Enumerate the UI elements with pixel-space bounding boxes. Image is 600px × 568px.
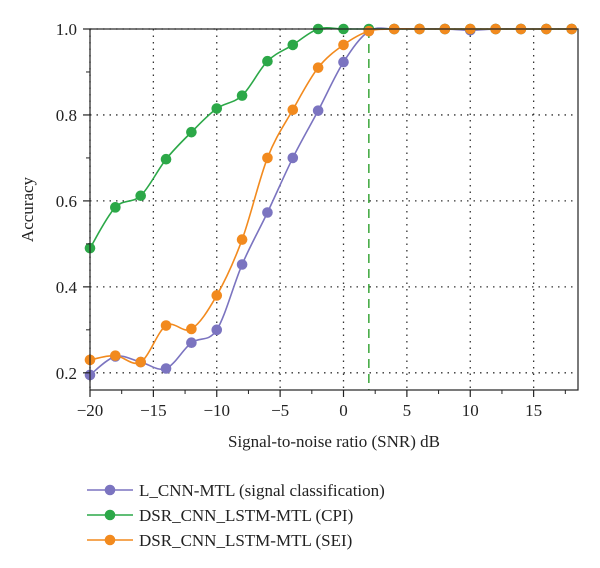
y-tick-label: 1.0 bbox=[56, 20, 77, 39]
data-point bbox=[312, 105, 324, 116]
series-line bbox=[89, 27, 572, 249]
legend-item: DSR_CNN_LSTM-MTL (CPI) bbox=[87, 506, 353, 525]
data-point bbox=[312, 62, 324, 73]
y-tick-label: 0.2 bbox=[56, 364, 77, 383]
data-point bbox=[262, 207, 273, 218]
data-point bbox=[186, 126, 197, 138]
y-axis-title: Accuracy bbox=[18, 176, 37, 242]
data-point bbox=[338, 56, 349, 68]
data-point bbox=[262, 152, 273, 164]
legend-item: L_CNN-MTL (signal classification) bbox=[87, 481, 385, 500]
data-point bbox=[287, 39, 299, 51]
data-point bbox=[110, 350, 121, 361]
data-point bbox=[135, 356, 147, 368]
data-point bbox=[160, 320, 172, 331]
data-point bbox=[186, 337, 197, 349]
legend-marker bbox=[104, 484, 116, 496]
plot-frame bbox=[89, 28, 579, 391]
y-tick-label: 0.8 bbox=[56, 106, 77, 125]
legend-label: DSR_CNN_LSTM-MTL (CPI) bbox=[139, 506, 353, 525]
data-point bbox=[211, 103, 223, 114]
data-point bbox=[236, 234, 248, 245]
series-line bbox=[89, 28, 572, 365]
legend-marker bbox=[104, 534, 116, 546]
data-point bbox=[160, 363, 172, 374]
grid-lines bbox=[89, 28, 578, 390]
x-tick-label: −5 bbox=[271, 401, 289, 420]
x-tick-label: −20 bbox=[77, 401, 104, 420]
data-point bbox=[262, 55, 273, 67]
data-point bbox=[211, 290, 223, 301]
data-point bbox=[211, 324, 223, 336]
series-0 bbox=[84, 23, 577, 381]
data-point bbox=[236, 90, 248, 101]
x-tick-label: 10 bbox=[462, 401, 479, 420]
y-axis-ticks: 0.2 0.4 0.6 0.8 1.0 bbox=[56, 20, 90, 383]
y-tick-label: 0.4 bbox=[56, 278, 78, 297]
data-point bbox=[160, 153, 172, 165]
data-point bbox=[236, 259, 248, 270]
data-point bbox=[287, 104, 299, 116]
x-axis-title: Signal-to-noise ratio (SNR) dB bbox=[228, 432, 440, 451]
legend-label: L_CNN-MTL (signal classification) bbox=[139, 481, 385, 500]
data-point bbox=[135, 190, 147, 202]
data-point bbox=[338, 39, 349, 51]
data-point bbox=[110, 202, 121, 213]
x-tick-label: −10 bbox=[203, 401, 230, 420]
series-2 bbox=[84, 23, 577, 368]
data-point bbox=[186, 323, 197, 335]
x-axis-ticks: −20 −15 −10 −5 0 5 10 15 bbox=[77, 390, 566, 420]
x-tick-label: −15 bbox=[140, 401, 167, 420]
data-point bbox=[363, 25, 375, 37]
legend-marker bbox=[104, 509, 116, 521]
x-tick-label: 15 bbox=[525, 401, 542, 420]
x-tick-label: 0 bbox=[339, 401, 348, 420]
legend-label: DSR_CNN_LSTM-MTL (SEI) bbox=[139, 531, 352, 550]
y-tick-label: 0.6 bbox=[56, 192, 77, 211]
legend: L_CNN-MTL (signal classification) DSR_CNN… bbox=[87, 481, 385, 550]
data-point bbox=[287, 152, 299, 164]
series-1 bbox=[84, 23, 577, 254]
legend-item: DSR_CNN_LSTM-MTL (SEI) bbox=[87, 531, 352, 550]
series-group bbox=[84, 23, 577, 381]
x-tick-label: 5 bbox=[403, 401, 412, 420]
